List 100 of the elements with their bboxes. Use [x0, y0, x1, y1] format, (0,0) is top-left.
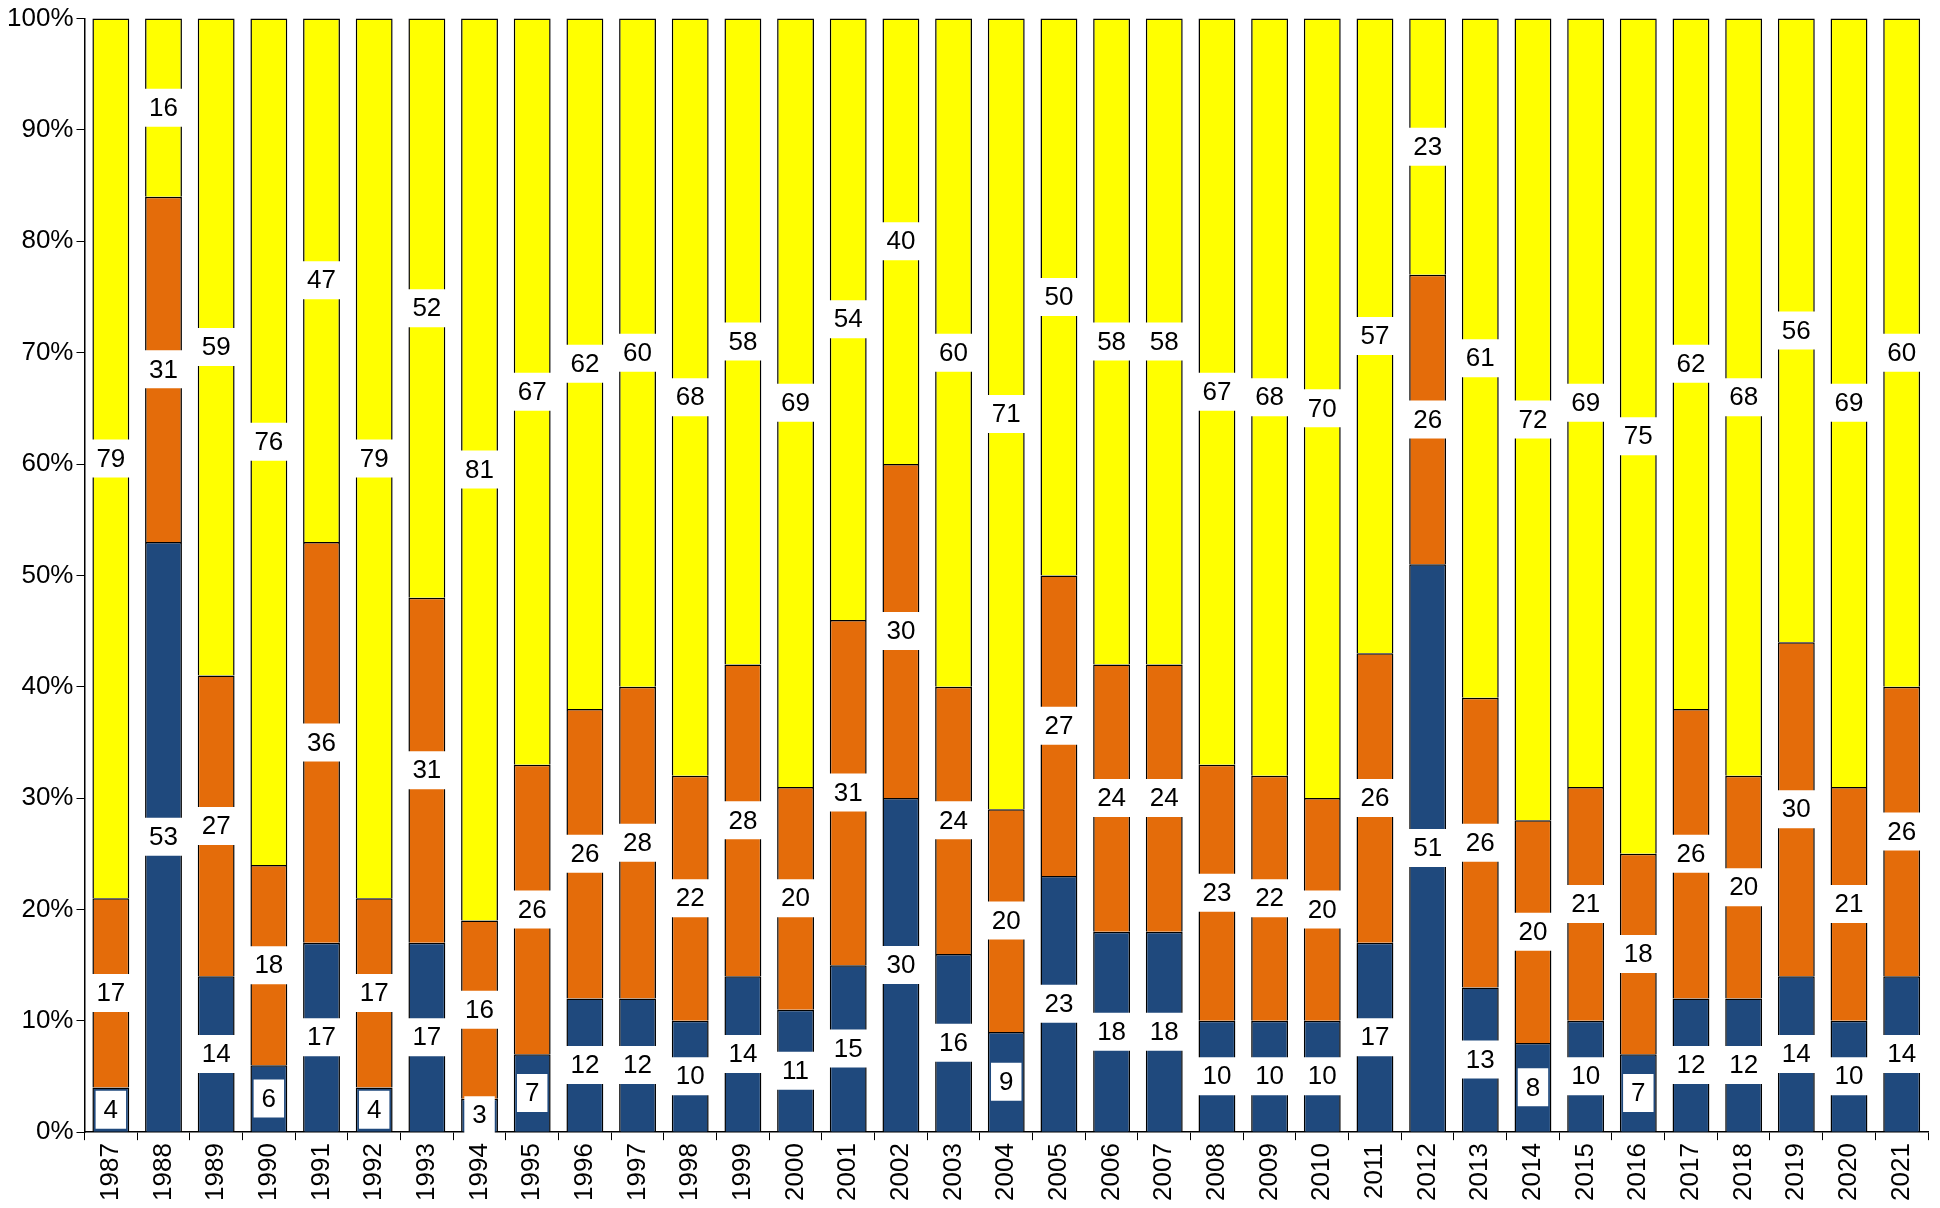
data-label: 22: [675, 882, 705, 913]
data-label: 52: [412, 292, 442, 323]
x-tick-label: 2005: [1042, 1143, 1073, 1201]
x-tick-label: 1991: [304, 1143, 335, 1201]
data-label: 30: [1781, 793, 1811, 824]
x-tick-label: 2002: [884, 1143, 915, 1201]
x-tick-label: 2016: [1621, 1143, 1652, 1201]
data-label: 17: [307, 1021, 336, 1052]
y-tick-label: 60%: [21, 447, 74, 478]
data-label: 26: [1465, 826, 1495, 857]
data-label: 67: [1202, 375, 1232, 406]
x-tick-label: 2009: [1252, 1143, 1283, 1201]
data-label: 28: [728, 804, 758, 835]
x-tick-label: 1998: [673, 1143, 704, 1201]
data-label: 24: [939, 804, 969, 835]
data-label: 72: [1518, 403, 1548, 434]
x-tick-label: 2017: [1674, 1143, 1705, 1201]
data-label: 3: [472, 1099, 487, 1130]
data-label: 62: [1676, 347, 1706, 378]
data-label: 36: [307, 726, 336, 757]
data-label: 20: [991, 904, 1021, 935]
data-label: 20: [781, 882, 811, 913]
data-label: 18: [254, 949, 284, 980]
data-label: 7: [1631, 1077, 1646, 1108]
data-label: 6: [261, 1082, 277, 1113]
data-label: 26: [517, 893, 547, 924]
data-label: 12: [1676, 1049, 1706, 1080]
data-label: 20: [1729, 871, 1759, 902]
data-label: 71: [991, 398, 1021, 429]
data-label: 22: [1255, 882, 1285, 913]
data-label: 16: [939, 1027, 969, 1057]
data-label: 58: [1149, 325, 1179, 356]
y-tick-label: 20%: [21, 892, 74, 923]
data-label: 69: [1571, 386, 1601, 417]
x-tick-label: 2008: [1200, 1143, 1231, 1201]
data-label: 9: [999, 1065, 1014, 1096]
x-tick-label: 1993: [410, 1143, 441, 1201]
data-label: 79: [359, 442, 389, 473]
data-label: 69: [1834, 386, 1864, 417]
data-label: 68: [675, 381, 705, 412]
data-label: 30: [886, 615, 916, 646]
data-label: 57: [1360, 320, 1390, 351]
data-label: 26: [1413, 403, 1443, 434]
data-label: 69: [781, 386, 811, 417]
data-label: 4: [103, 1093, 119, 1124]
x-tick-label: 1995: [515, 1143, 546, 1201]
data-label: 54: [833, 303, 863, 334]
x-tick-label: 2007: [1147, 1143, 1178, 1201]
data-label: 17: [96, 977, 126, 1008]
data-label: 62: [570, 347, 600, 378]
x-tick-label: 2011: [1358, 1143, 1389, 1200]
x-tick-label: 2003: [936, 1143, 967, 1201]
data-label: 53: [149, 820, 178, 851]
x-tick-label: 1988: [146, 1143, 177, 1201]
data-label: 17: [1360, 1021, 1390, 1052]
data-label: 61: [1465, 342, 1495, 373]
data-label: 26: [570, 837, 600, 868]
data-label: 12: [570, 1049, 600, 1080]
data-label: 23: [1413, 130, 1443, 161]
data-label: 50: [1044, 281, 1074, 312]
data-label: 60: [623, 336, 653, 367]
data-label: 67: [517, 375, 547, 406]
data-label: 24: [1149, 782, 1179, 813]
data-label: 10: [1307, 1060, 1337, 1091]
data-label: 60: [939, 336, 969, 367]
x-tick-label: 1994: [462, 1143, 493, 1201]
data-label: 10: [675, 1060, 705, 1091]
data-label: 18: [1149, 1015, 1179, 1046]
x-tick-label: 1997: [620, 1143, 651, 1201]
x-tick-label: 2018: [1726, 1143, 1757, 1201]
data-label: 40: [886, 225, 916, 256]
data-label: 70: [1307, 392, 1337, 423]
data-label: 18: [1623, 938, 1653, 969]
data-label: 20: [1518, 915, 1548, 946]
data-label: 58: [1097, 325, 1127, 356]
x-tick-label: 2004: [989, 1143, 1020, 1201]
data-label: 21: [1571, 888, 1601, 919]
data-label: 27: [1044, 709, 1074, 740]
data-label: 20: [1307, 893, 1337, 924]
data-label: 58: [728, 325, 758, 356]
data-label: 14: [1887, 1038, 1917, 1069]
data-label: 14: [728, 1038, 758, 1069]
data-label: 17: [359, 977, 389, 1008]
data-label: 26: [1887, 815, 1917, 846]
x-tick-label: 2000: [778, 1143, 809, 1201]
x-tick-label: 1996: [568, 1143, 599, 1201]
data-label: 14: [1781, 1038, 1811, 1069]
y-tick-label: 40%: [21, 669, 74, 700]
data-label: 12: [623, 1049, 653, 1080]
data-label: 17: [412, 1021, 442, 1052]
y-tick-label: 0%: [35, 1115, 74, 1146]
x-tick-label: 2013: [1463, 1143, 1494, 1201]
x-tick-label: 2019: [1779, 1143, 1810, 1201]
data-label: 18: [1097, 1015, 1127, 1046]
data-label: 11: [782, 1054, 810, 1085]
y-tick-label: 80%: [21, 224, 74, 255]
data-label: 14: [201, 1038, 231, 1069]
data-label: 21: [1834, 888, 1864, 919]
data-label: 59: [201, 331, 231, 362]
y-tick-label: 10%: [21, 1003, 74, 1034]
